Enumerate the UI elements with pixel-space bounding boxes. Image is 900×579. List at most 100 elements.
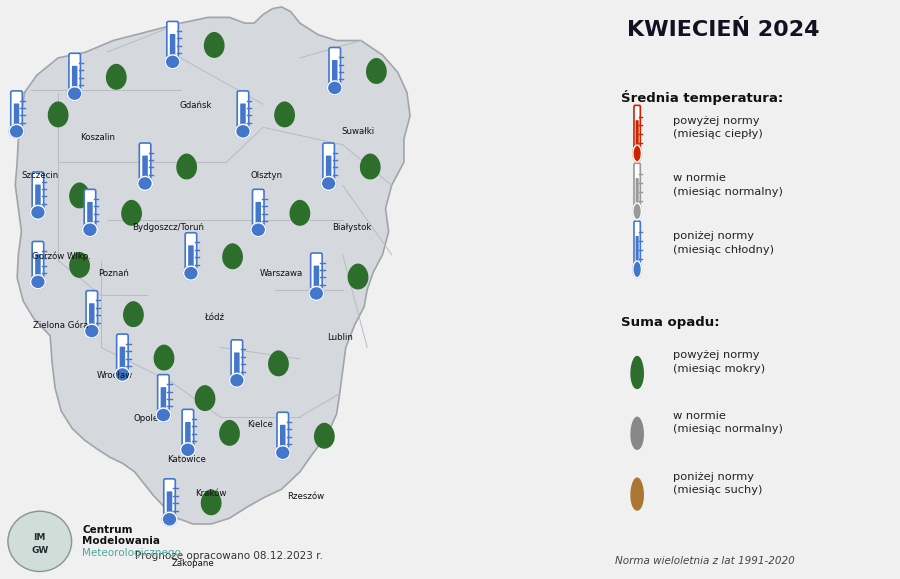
Text: Suma opadu:: Suma opadu: — [621, 316, 719, 328]
FancyBboxPatch shape — [166, 21, 178, 61]
Text: Gdańsk: Gdańsk — [180, 101, 212, 111]
FancyBboxPatch shape — [164, 479, 176, 518]
Circle shape — [115, 368, 130, 382]
Polygon shape — [70, 183, 89, 208]
Polygon shape — [631, 478, 644, 510]
Polygon shape — [348, 264, 368, 289]
FancyBboxPatch shape — [89, 303, 94, 328]
Text: KWIECIEŃ 2024: KWIECIEŃ 2024 — [626, 20, 819, 41]
Text: Centrum: Centrum — [82, 525, 132, 535]
FancyBboxPatch shape — [166, 492, 172, 516]
FancyBboxPatch shape — [332, 60, 338, 85]
Text: Poznań: Poznań — [98, 269, 129, 278]
Text: GW: GW — [32, 545, 49, 555]
Polygon shape — [315, 423, 334, 448]
Circle shape — [31, 275, 45, 289]
Circle shape — [251, 223, 266, 237]
FancyBboxPatch shape — [231, 340, 243, 379]
FancyBboxPatch shape — [158, 375, 169, 414]
FancyBboxPatch shape — [32, 241, 44, 281]
Text: Koszalin: Koszalin — [80, 133, 115, 142]
FancyBboxPatch shape — [253, 189, 264, 229]
Text: powyżej normy
(miesiąc mokry): powyżej normy (miesiąc mokry) — [673, 350, 765, 373]
FancyBboxPatch shape — [86, 291, 97, 330]
FancyBboxPatch shape — [35, 254, 40, 278]
Circle shape — [166, 55, 180, 69]
Text: Szczecin: Szczecin — [22, 171, 58, 180]
Polygon shape — [223, 244, 242, 269]
Polygon shape — [361, 154, 380, 179]
Polygon shape — [177, 154, 196, 179]
Circle shape — [321, 177, 336, 190]
Circle shape — [181, 443, 195, 457]
Circle shape — [184, 266, 198, 280]
Circle shape — [68, 87, 82, 101]
Polygon shape — [269, 351, 288, 376]
Text: Warszawa: Warszawa — [260, 269, 303, 278]
FancyBboxPatch shape — [120, 347, 125, 371]
Text: Łódź: Łódź — [204, 313, 224, 322]
Text: Katowice: Katowice — [167, 455, 206, 464]
Polygon shape — [366, 58, 386, 83]
Circle shape — [236, 124, 250, 138]
Circle shape — [156, 408, 171, 422]
Circle shape — [85, 324, 99, 338]
Text: IM: IM — [33, 533, 46, 542]
FancyBboxPatch shape — [277, 412, 289, 452]
Circle shape — [633, 203, 642, 220]
Text: Prognozę opracowano 08.12.2023 r.: Prognozę opracowano 08.12.2023 r. — [135, 551, 322, 561]
FancyBboxPatch shape — [238, 91, 248, 130]
Polygon shape — [70, 252, 89, 277]
FancyBboxPatch shape — [117, 334, 128, 373]
FancyBboxPatch shape — [280, 425, 285, 449]
Text: Rzeszów: Rzeszów — [287, 492, 325, 501]
FancyBboxPatch shape — [85, 189, 95, 229]
Text: Zakopane: Zakopane — [171, 559, 214, 568]
FancyBboxPatch shape — [634, 163, 640, 210]
FancyBboxPatch shape — [185, 422, 191, 446]
Text: Lublin: Lublin — [327, 333, 353, 342]
FancyBboxPatch shape — [635, 236, 639, 265]
Circle shape — [275, 446, 290, 460]
Circle shape — [328, 81, 342, 95]
FancyBboxPatch shape — [313, 266, 320, 290]
Text: Bydgoszcz/Toruń: Bydgoszcz/Toruń — [132, 223, 204, 232]
Text: w normie
(miesiąc normalny): w normie (miesiąc normalny) — [673, 174, 783, 197]
Text: Kielce: Kielce — [248, 420, 273, 429]
FancyBboxPatch shape — [160, 387, 166, 412]
Text: Opole: Opole — [133, 414, 158, 423]
Text: Wrocław: Wrocław — [97, 371, 133, 380]
FancyBboxPatch shape — [323, 143, 335, 182]
FancyBboxPatch shape — [185, 233, 197, 272]
Circle shape — [230, 373, 244, 387]
Text: powyżej normy
(miesiąc ciepły): powyżej normy (miesiąc ciepły) — [673, 116, 762, 139]
Text: Kraków: Kraków — [195, 489, 227, 499]
Polygon shape — [123, 302, 143, 327]
FancyBboxPatch shape — [188, 245, 194, 270]
FancyBboxPatch shape — [326, 156, 331, 180]
Text: Meteorologicznego: Meteorologicznego — [82, 548, 181, 558]
Text: Białystok: Białystok — [332, 223, 372, 232]
FancyBboxPatch shape — [635, 120, 639, 149]
Circle shape — [633, 261, 642, 278]
FancyBboxPatch shape — [240, 104, 246, 128]
Polygon shape — [202, 490, 220, 515]
FancyBboxPatch shape — [182, 409, 194, 449]
Circle shape — [162, 512, 177, 526]
Circle shape — [31, 206, 45, 219]
FancyBboxPatch shape — [11, 91, 22, 130]
FancyBboxPatch shape — [87, 202, 93, 226]
Polygon shape — [631, 357, 644, 389]
Polygon shape — [274, 102, 294, 127]
Polygon shape — [220, 420, 239, 445]
Text: poniżej normy
(miesiąc suchy): poniżej normy (miesiąc suchy) — [673, 472, 762, 495]
Text: Modelowania: Modelowania — [82, 536, 160, 547]
FancyBboxPatch shape — [35, 185, 40, 209]
Polygon shape — [195, 386, 215, 411]
FancyBboxPatch shape — [69, 53, 80, 93]
Text: w normie
(miesiąc normalny): w normie (miesiąc normalny) — [673, 411, 783, 434]
Text: Suwałki: Suwałki — [341, 127, 374, 137]
FancyBboxPatch shape — [635, 178, 639, 207]
Polygon shape — [290, 200, 310, 225]
Polygon shape — [106, 64, 126, 89]
